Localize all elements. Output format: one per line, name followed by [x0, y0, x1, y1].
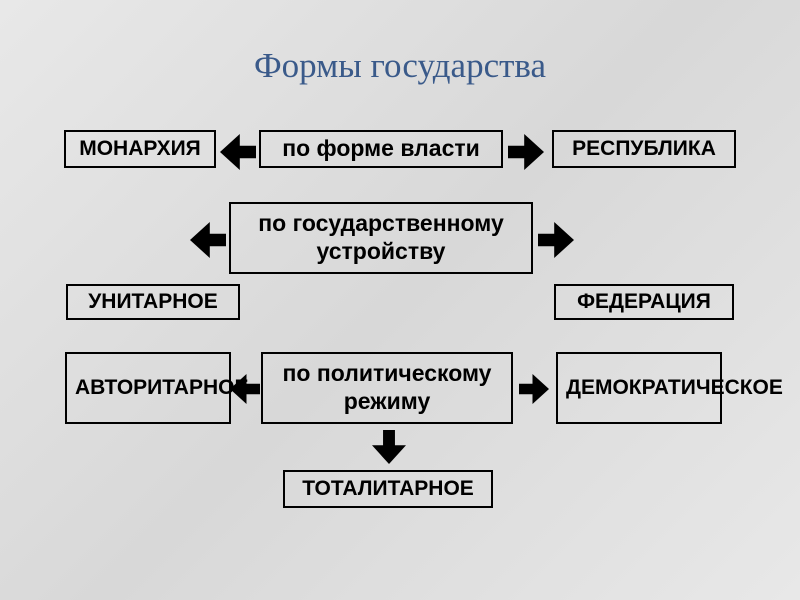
box-label: по государственному устройству: [231, 210, 531, 265]
box-totalitarian: ТОТАЛИТАРНОЕ: [283, 470, 493, 508]
box-label: ТОТАЛИТАРНОЕ: [302, 476, 474, 501]
arrow-down-icon: [372, 430, 406, 464]
page-title: Формы государства: [0, 46, 800, 86]
box-monarchy: МОНАРХИЯ: [64, 130, 216, 168]
box-label: УНИТАРНОЕ: [88, 289, 218, 314]
arrow-right-icon: [538, 222, 574, 258]
arrow-left-icon: [220, 134, 256, 170]
box-republic: РЕСПУБЛИКА: [552, 130, 736, 168]
box-label: МОНАРХИЯ: [79, 136, 201, 161]
arrow-right-icon: [519, 374, 549, 404]
box-label: по форме власти: [282, 135, 480, 163]
box-democratic: ДЕМОКРАТИЧЕСКОЕ: [556, 352, 722, 424]
box-federation: ФЕДЕРАЦИЯ: [554, 284, 734, 320]
box-label: РЕСПУБЛИКА: [572, 136, 716, 161]
box-authoritarian: АВТОРИТАРНОЕ: [65, 352, 231, 424]
box-by-structure: по государственному устройству: [229, 202, 533, 274]
box-label: по политическому режиму: [263, 360, 511, 415]
box-by-power: по форме власти: [259, 130, 503, 168]
box-label: ФЕДЕРАЦИЯ: [577, 289, 711, 314]
arrow-left-icon: [190, 222, 226, 258]
box-label: АВТОРИТАРНОЕ: [75, 375, 248, 400]
arrow-left-icon: [230, 374, 260, 404]
arrow-right-icon: [508, 134, 544, 170]
box-unitary: УНИТАРНОЕ: [66, 284, 240, 320]
box-label: ДЕМОКРАТИЧЕСКОЕ: [566, 375, 783, 400]
box-by-regime: по политическому режиму: [261, 352, 513, 424]
